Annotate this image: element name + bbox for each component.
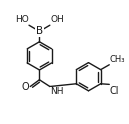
Text: B: B — [36, 26, 43, 36]
Text: NH: NH — [50, 87, 64, 96]
Text: O: O — [21, 82, 29, 92]
Text: Cl: Cl — [109, 86, 119, 96]
Text: HO: HO — [15, 15, 28, 24]
Text: CH₃: CH₃ — [110, 55, 125, 64]
Text: OH: OH — [50, 15, 64, 24]
